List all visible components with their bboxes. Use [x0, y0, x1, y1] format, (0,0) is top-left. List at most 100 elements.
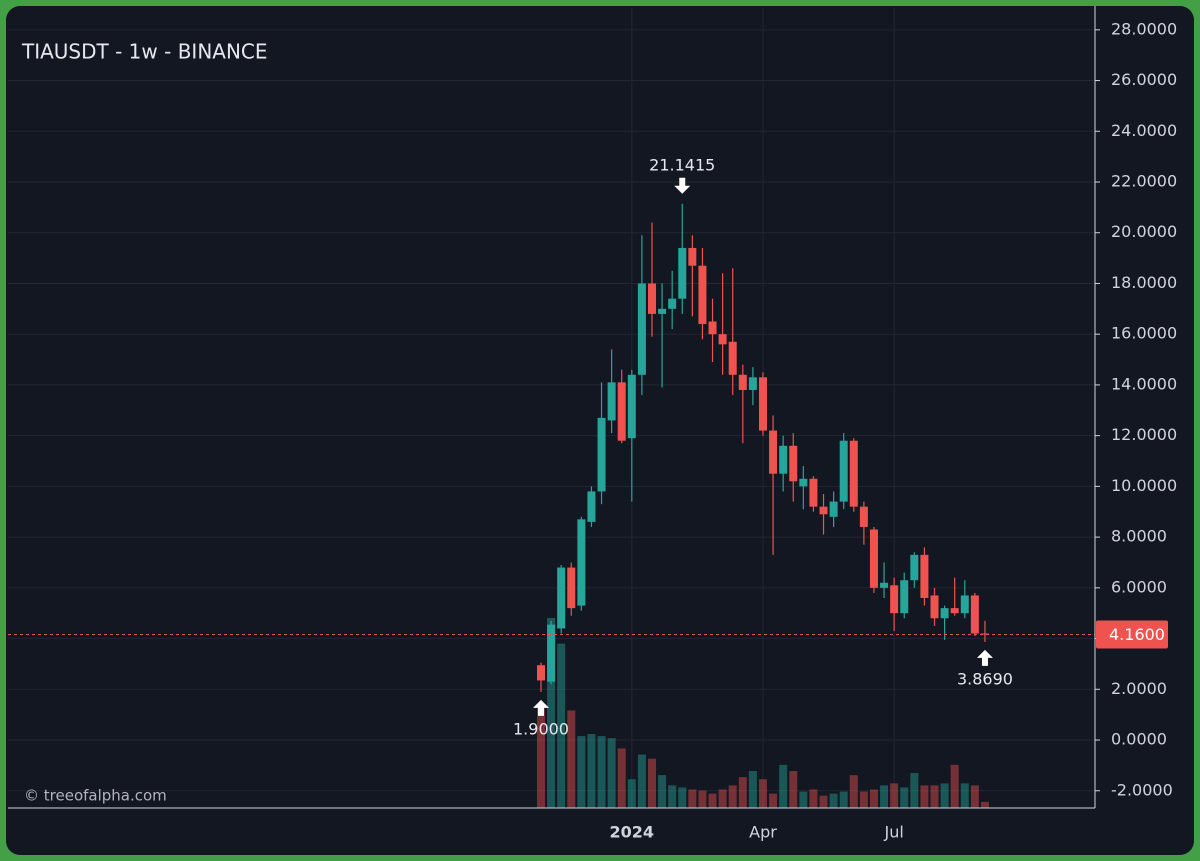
- candle-body: [809, 478, 818, 507]
- candle-body: [708, 321, 717, 335]
- volume-bar: [970, 785, 979, 808]
- y-tick-label: 14.0000: [1111, 374, 1177, 393]
- candle-body: [617, 382, 626, 441]
- volume-bar: [718, 789, 727, 808]
- volume-bar: [668, 785, 677, 808]
- candle-body: [607, 382, 616, 421]
- candle-body: [637, 283, 646, 375]
- volume-bar: [910, 773, 919, 808]
- volume-bar: [849, 775, 858, 808]
- volume-bar: [708, 793, 717, 808]
- volume-bar: [597, 736, 606, 808]
- y-tick-label: 0.0000: [1111, 730, 1167, 749]
- volume-bar: [930, 785, 939, 808]
- volume-bar: [950, 764, 959, 808]
- candle-body: [900, 580, 909, 614]
- volume-bar: [809, 789, 818, 808]
- volume-bar: [658, 775, 667, 808]
- candle-layer: [537, 203, 989, 692]
- candle-body: [769, 430, 778, 474]
- y-tick-label: 24.0000: [1111, 121, 1177, 140]
- candle-body: [567, 567, 576, 609]
- y-tick-label: 12.0000: [1111, 425, 1177, 444]
- volume-bar: [869, 789, 878, 808]
- y-tick-label: 10.0000: [1111, 476, 1177, 495]
- candle-body: [678, 247, 687, 299]
- x-tick-label: Apr: [749, 823, 777, 842]
- volume-bar: [728, 785, 737, 808]
- volume-bar: [829, 793, 838, 808]
- high-arrow: [674, 177, 691, 194]
- volume-bar: [537, 705, 545, 808]
- y-tick-label: -2.0000: [1111, 780, 1173, 799]
- candle-body: [758, 377, 767, 431]
- candle-body: [668, 298, 677, 309]
- candle-body: [839, 440, 848, 502]
- volume-bar: [920, 785, 929, 808]
- candle-body: [647, 283, 656, 314]
- candle-body: [557, 567, 566, 629]
- volume-bar: [617, 748, 626, 808]
- candle-body: [738, 374, 747, 390]
- y-tick-label: 22.0000: [1111, 172, 1177, 191]
- candle-body: [940, 608, 949, 619]
- x-tick-label: 2024: [610, 823, 655, 842]
- candle-body: [779, 445, 788, 474]
- low-arrow: [533, 699, 549, 716]
- low-annotation: 3.8690: [957, 669, 1013, 688]
- volume-bar: [557, 643, 566, 808]
- candle-body: [880, 582, 889, 588]
- candle-body: [547, 624, 556, 682]
- volume-bar: [900, 787, 909, 808]
- volume-bar: [637, 754, 646, 808]
- last-price-label: 4.1600: [1109, 625, 1165, 644]
- candle-body: [960, 595, 969, 614]
- volume-bar: [698, 790, 707, 808]
- volume-bar: [960, 783, 969, 808]
- overlay-layer: 1.9000 21.1415 3.8690: [8, 155, 1095, 738]
- volume-bar: [880, 785, 889, 808]
- volume-bar: [819, 795, 828, 808]
- candle-body: [970, 595, 979, 634]
- volume-bar: [839, 791, 848, 808]
- candle-body: [748, 377, 757, 390]
- volume-bar: [738, 777, 747, 808]
- volume-bar: [980, 801, 989, 808]
- volume-layer: [537, 618, 989, 808]
- volume-bar: [547, 618, 556, 808]
- volume-bar: [587, 734, 596, 808]
- y-tick-label: 2.0000: [1111, 679, 1167, 698]
- volume-bar: [789, 771, 798, 808]
- candle-body: [587, 491, 596, 522]
- candle-body: [698, 265, 707, 325]
- y-tick-label: 18.0000: [1111, 273, 1177, 292]
- volume-bar: [890, 783, 899, 808]
- volume-bar: [769, 793, 778, 808]
- volume-bar: [688, 789, 697, 808]
- y-tick-label: 8.0000: [1111, 527, 1167, 546]
- volume-bar: [647, 758, 656, 808]
- candle-body: [577, 519, 586, 606]
- candle-body: [658, 308, 667, 314]
- candle-body: [930, 595, 939, 619]
- candle-body: [980, 633, 989, 635]
- volume-bar: [748, 771, 757, 808]
- candle-body: [627, 374, 636, 439]
- candle-body: [829, 501, 838, 517]
- candle-body: [859, 506, 868, 527]
- volume-bar: [567, 710, 576, 808]
- candle-body: [910, 554, 919, 581]
- x-tick-label: Jul: [883, 823, 903, 842]
- candle-body: [799, 478, 808, 487]
- y-tick-label: 26.0000: [1111, 70, 1177, 89]
- candle-body: [789, 445, 798, 482]
- watermark: © treeofalpha.com: [24, 787, 167, 805]
- volume-bar: [779, 764, 788, 808]
- volume-bar: [859, 791, 868, 808]
- y-tick-label: 6.0000: [1111, 577, 1167, 596]
- candle-body: [869, 529, 878, 588]
- low-arrow: [976, 649, 993, 666]
- volume-bar: [758, 779, 767, 808]
